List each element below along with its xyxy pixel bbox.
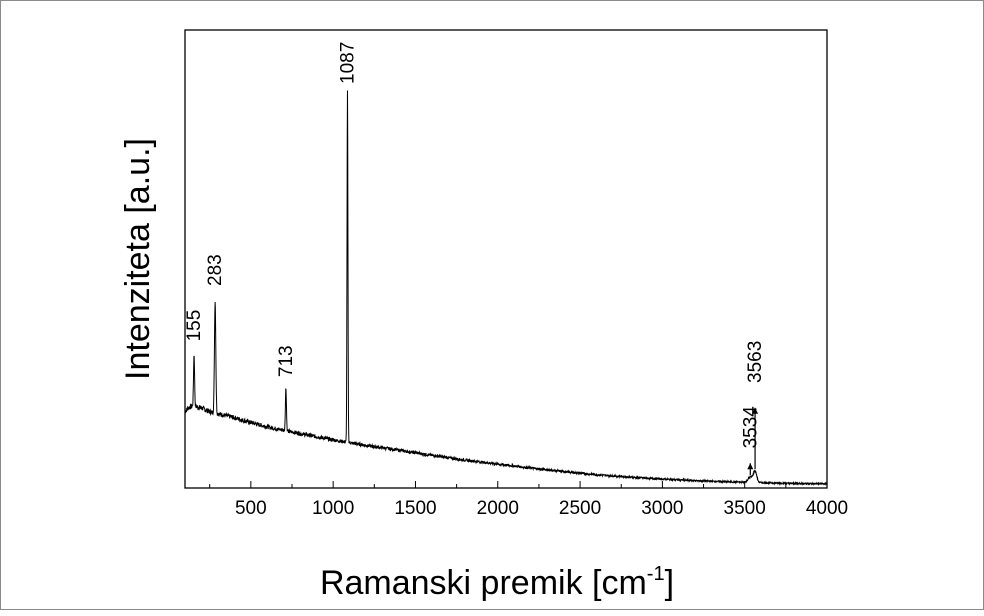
x-tick-label: 1500: [394, 498, 436, 519]
x-axis-label: Ramanski premik [cm-1]: [320, 563, 674, 602]
peak-label: 283: [205, 254, 226, 286]
spectrum-line: [184, 90, 828, 487]
y-axis-label: Intenziteta [a.u.]: [119, 138, 157, 380]
peak-label: 3534: [740, 406, 761, 449]
peak-annotations: 155 283 713 1087 3534 3563: [184, 42, 766, 476]
x-tick-label: 2500: [559, 498, 601, 519]
plot-area: [184, 29, 828, 489]
x-tick-label: 4000: [806, 498, 848, 519]
peak-label: 3563: [745, 341, 766, 383]
peak-arrow-head: [752, 407, 759, 414]
x-tick-label: 1000: [312, 498, 354, 519]
x-tick-label: 3000: [641, 498, 683, 519]
x-axis-ticks: 500 1000 1500 2000 2500 3000 3500 4000: [209, 481, 848, 519]
peak-label: 155: [184, 310, 205, 342]
peak-label: 713: [276, 345, 297, 377]
peak-label: 1087: [338, 42, 359, 84]
x-tick-label: 500: [235, 498, 267, 519]
peak-arrow-head: [747, 463, 754, 470]
x-tick-label: 2000: [477, 498, 519, 519]
x-tick-label: 3500: [724, 498, 766, 519]
